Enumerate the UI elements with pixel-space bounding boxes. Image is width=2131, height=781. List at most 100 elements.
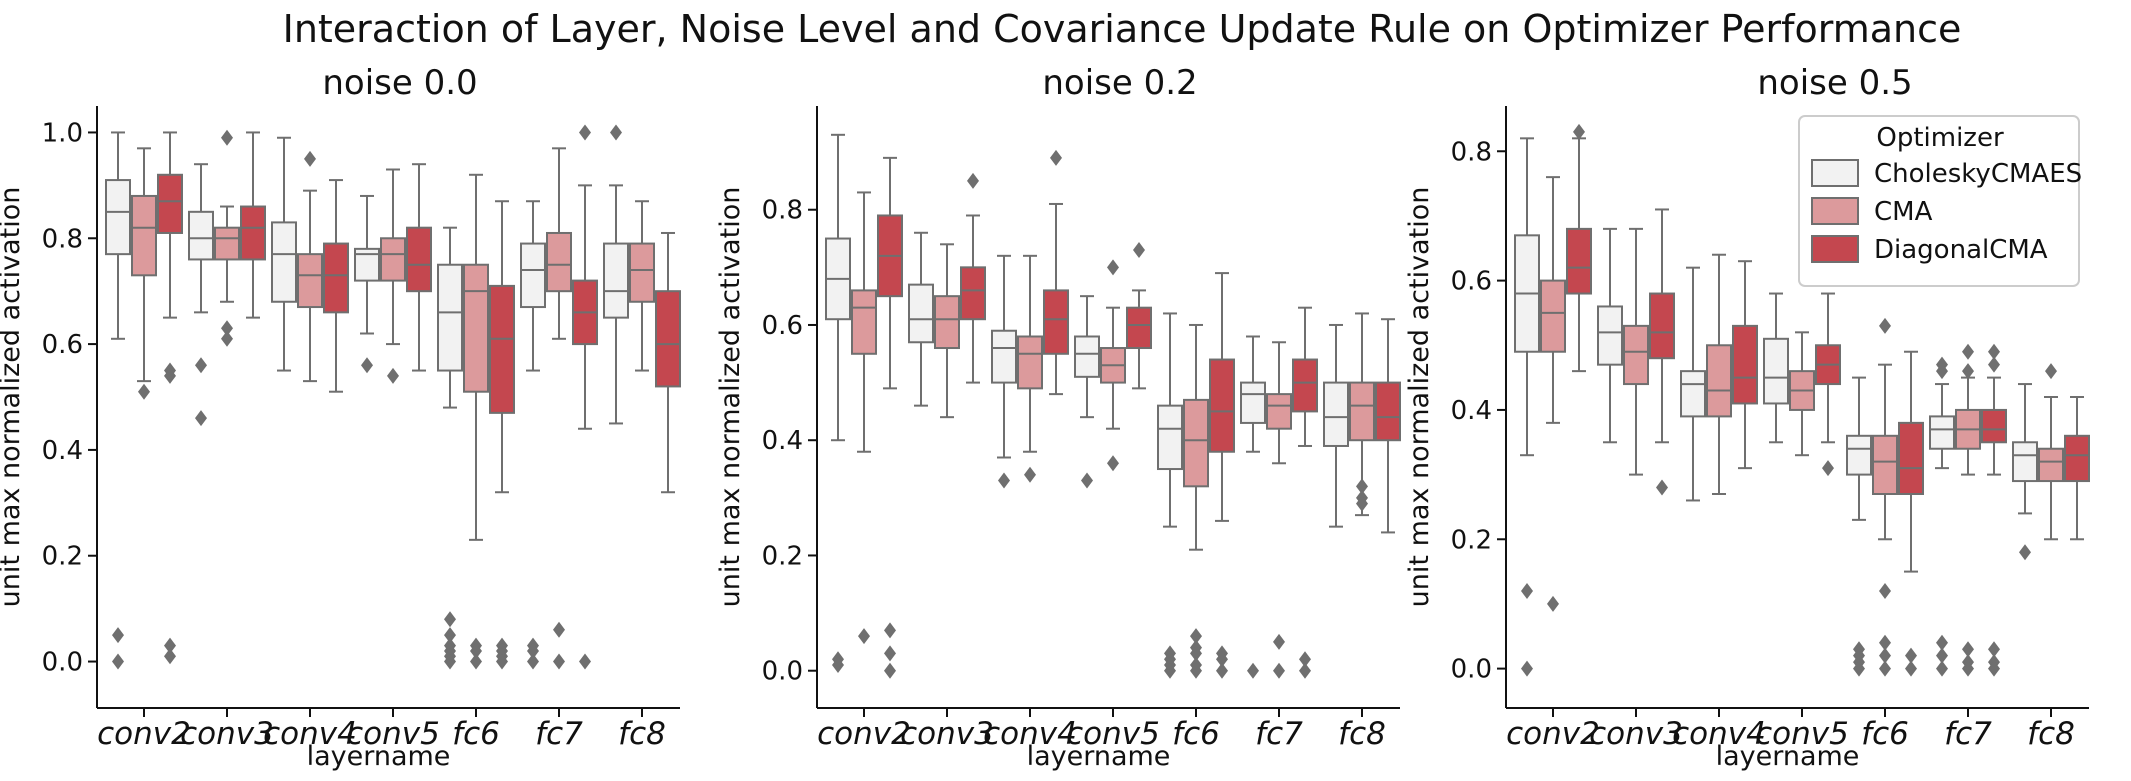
box-body [463,263,489,393]
box-body [1349,381,1375,442]
outlier-marker [1164,662,1176,679]
outlier-marker [2045,363,2057,380]
box-choleskycmaes-fc8 [603,124,629,425]
outlier-marker [1247,662,1259,679]
box-diagonalcma-fc8 [655,231,681,494]
y-tick-label: 0.6 [762,311,803,341]
box-cma-conv2 [851,191,877,645]
y-tick-label: 0.0 [42,648,83,678]
box-cma-fc8 [2038,363,2064,541]
outlier-marker [221,320,233,337]
outlier-marker [164,648,176,665]
outlier-marker [553,653,565,670]
x-tick-label-conv4: conv4 [1672,716,1766,752]
box-diagonalcma-conv3 [1649,208,1675,496]
box-cma-conv4 [297,150,323,383]
box-choleskycmaes-fc7 [1240,335,1266,679]
box-body [489,284,515,414]
box-cma-conv5 [1100,259,1126,472]
box-body [1540,279,1566,353]
x-axis-label: layername [307,741,451,772]
box-diagonalcma-fc8 [2064,396,2090,541]
box-cma-conv2 [131,147,157,400]
outlier-marker [1988,641,2000,658]
y-tick-label: 0.0 [1451,655,1492,685]
box-body [271,221,297,303]
x-tick-label-fc8: fc8 [1338,716,1386,752]
outlier-marker [884,622,896,639]
box-cma-conv3 [934,243,960,419]
panel-title: noise 0.0 [322,63,477,103]
box-choleskycmaes-conv5 [1074,295,1100,489]
box-body [297,253,323,309]
outlier-marker [1299,651,1311,668]
box-choleskycmaes-conv2 [1514,137,1540,677]
outlier-marker [1573,123,1585,140]
y-tick-label: 0.6 [42,330,83,360]
outlier-marker [1962,641,1974,658]
box-body [214,226,240,261]
outlier-marker [1988,660,2000,677]
figure-title: Interaction of Layer, Noise Level and Co… [283,7,1962,51]
outlier-marker [112,627,124,644]
box-choleskycmaes-fc7 [1929,356,1955,677]
box-diagonalcma-conv3 [960,172,986,384]
outlier-marker [1936,647,1948,664]
box-cma-conv3 [214,129,240,347]
box-cma-fc6 [463,173,489,670]
outlier-marker [1936,660,1948,677]
outlier-marker [527,653,539,670]
box-body [908,283,934,344]
x-tick-label-conv5: conv5 [1066,716,1160,752]
outlier-marker [164,637,176,654]
box-body [1183,398,1209,488]
outlier-marker [610,124,622,141]
y-tick-label: 0.2 [762,541,803,571]
box-choleskycmaes-conv2 [825,133,851,673]
outlier-marker [1988,343,2000,360]
y-tick-label: 0.4 [762,426,803,456]
box-diagonalcma-conv2 [1566,123,1592,373]
box-diagonalcma-conv5 [1126,242,1152,390]
box-diagonalcma-fc6 [1898,350,1924,677]
box-body [1074,335,1100,378]
legend-swatch-cma [1811,197,1859,225]
outlier-marker [858,628,870,645]
box-choleskycmaes-conv2 [105,131,131,670]
box-body [240,205,266,261]
x-tick-label-conv2: conv2 [97,716,191,752]
box-body [1623,324,1649,386]
box-cma-fc8 [1349,312,1375,517]
box-diagonalcma-conv2 [157,131,183,665]
outlier-marker [1190,645,1202,662]
box-body [323,242,349,314]
box-cma-conv5 [1789,331,1815,457]
box-body [1981,408,2007,444]
box-choleskycmaes-fc6 [1846,376,1872,677]
box-diagonalcma-fc6 [489,200,515,670]
box-choleskycmaes-conv4 [271,136,297,372]
panel-noise-0-0: noise 0.0 0.0 0.2 0.4 0.6 0.8 1.0 unit max norm… [0,63,681,772]
outlier-marker [1299,662,1311,679]
box-body [1126,306,1152,350]
outlier-marker [1962,343,1974,360]
outlier-marker [1962,660,1974,677]
box-cma-fc7 [1266,341,1292,679]
outlier-marker [1216,651,1228,668]
outlier-marker [1216,662,1228,679]
x-tick-label-conv5: conv5 [346,716,440,752]
box-body [991,329,1017,384]
box-body [934,295,960,350]
box-choleskycmaes-conv4 [991,254,1017,489]
outlier-marker [496,653,508,670]
outlier-marker [579,124,591,141]
box-body [1846,434,1872,476]
outlier-marker [1133,242,1145,259]
x-tick-label-fc7: fc7 [535,716,583,752]
box-body [1706,344,1732,418]
box-body [1323,381,1349,447]
y-tick-label: 0.4 [42,436,83,466]
outlier-marker [1521,660,1533,677]
outlier-marker [1936,363,1948,380]
outlier-marker [1853,660,1865,677]
